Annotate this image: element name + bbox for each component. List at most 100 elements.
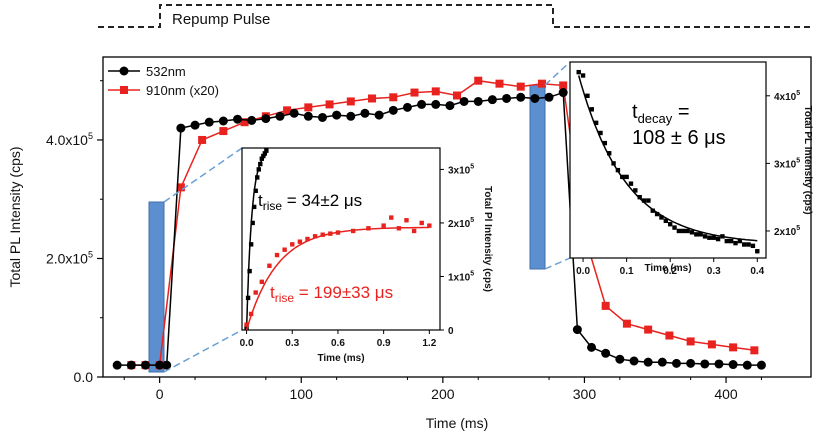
- main-y-tick-label: 0.0: [74, 369, 94, 385]
- decay-inset-data-point: [681, 228, 686, 234]
- rise-inset-data-point: [251, 204, 257, 210]
- data-point-532nm: [700, 359, 710, 369]
- decay-inset-data-point: [654, 211, 660, 217]
- rise-inset-data-point: [245, 295, 251, 301]
- main-y-tick-label-base: 4.0x10: [46, 132, 88, 148]
- data-point-532nm: [218, 116, 228, 126]
- rise-annotation-black-sub: rise: [263, 199, 283, 213]
- decay-inset-data-point: [685, 228, 690, 234]
- rise-inset-data-point: [258, 161, 263, 167]
- legend: 532nm 910nm (x20): [108, 64, 219, 98]
- decay-inset-data-point: [755, 249, 760, 254]
- data-point-910nm: [389, 93, 398, 102]
- rise-inset-data-point: [290, 242, 295, 247]
- data-point-532nm: [643, 357, 653, 367]
- decay-inset-series: [576, 69, 760, 254]
- decay-inset-y-tick-label-base: 4x10: [774, 92, 797, 103]
- rise-inset-data-point: [404, 218, 409, 223]
- rise-annotation-red-sub: rise: [275, 291, 295, 305]
- main-x-tick-label: 300: [573, 386, 597, 402]
- data-point-532nm: [112, 360, 122, 370]
- data-point-532nm: [275, 111, 285, 121]
- rise-inset-x-tick-label: 0.6: [331, 338, 345, 349]
- rise-inset-data-point: [253, 290, 258, 295]
- data-point-910nm: [325, 100, 334, 109]
- rise-inset-data-point: [350, 228, 356, 234]
- decay-inset-data-point: [689, 230, 695, 235]
- decay-connector-top: [544, 61, 571, 86]
- data-point-532nm: [572, 325, 582, 335]
- rise-connector-top: [163, 147, 243, 203]
- data-point-910nm: [198, 135, 207, 144]
- decay-inset-data-point: [598, 130, 603, 136]
- rise-inset-data-point: [248, 311, 254, 317]
- decay-inset-data-point: [698, 232, 703, 237]
- rise-inset-y-tick-label-base: 2x10: [448, 219, 471, 230]
- data-point-910nm: [622, 319, 631, 328]
- decay-inset-data-point: [702, 234, 708, 239]
- rise-connector-bottom: [163, 329, 243, 373]
- legend-marker-910nm: [120, 86, 128, 94]
- data-point-532nm: [162, 360, 172, 370]
- main-y-tick-label-base: 2.0x10: [46, 250, 88, 266]
- decay-inset-data-point: [742, 242, 747, 247]
- data-point-532nm: [516, 92, 526, 102]
- rise-inset-data-point: [274, 252, 280, 258]
- rise-inset-y-tick-label-base: 3x10: [448, 165, 471, 176]
- rise-highlight-bar: [148, 201, 165, 373]
- decay-inset-data-point: [737, 238, 743, 244]
- decay-inset-data-point: [733, 240, 738, 246]
- rise-inset-data-point: [411, 228, 417, 234]
- decay-inset-data-point: [624, 174, 629, 180]
- main-x-tick-label: 400: [714, 386, 738, 402]
- rise-inset-data-point: [267, 263, 272, 268]
- data-point-910nm: [495, 79, 504, 88]
- decay-inset-data-point: [576, 69, 581, 75]
- data-point-532nm: [431, 99, 441, 109]
- data-point-532nm: [233, 114, 243, 124]
- decay-inset-y-tick-label-exp: 5: [796, 225, 800, 232]
- data-point-910nm: [219, 127, 228, 136]
- rise-annotation-red: trise = 199±33 μs: [270, 283, 393, 305]
- data-point-910nm: [474, 76, 483, 85]
- pulse-timing-line: [98, 4, 810, 28]
- data-point-910nm: [410, 88, 419, 97]
- decay-inset-x-tick-label: 0.0: [576, 266, 590, 277]
- rise-inset-data-point: [312, 234, 318, 239]
- main-y-tick-label: 2.0x105: [46, 249, 93, 266]
- decay-inset-y-tick-label-base: 2x10: [774, 227, 797, 238]
- data-point-532nm: [155, 360, 165, 370]
- main-x-tick-label: 0: [156, 386, 164, 402]
- decay-inset-data-point: [720, 234, 725, 239]
- rise-annotation-black: trise = 34±2 μs: [258, 191, 362, 213]
- data-point-532nm: [742, 360, 752, 370]
- decay-inset-data-point: [580, 73, 586, 78]
- decay-inset-y-tick-label: 4x105: [774, 90, 800, 103]
- main-x-axis-label: Time (ms): [426, 415, 488, 431]
- data-point-910nm: [368, 94, 377, 103]
- rise-inset-data-point: [259, 279, 264, 285]
- rise-inset-data-point: [335, 230, 341, 235]
- legend-label-910nm: 910nm (x20): [146, 83, 219, 98]
- decay-inset-x-tick-label: 0.1: [620, 266, 634, 277]
- rise-annotation-black-value: = 34±2 μs: [282, 191, 362, 210]
- data-point-910nm: [346, 97, 355, 106]
- decay-inset-x-tick-label: 0.3: [707, 266, 721, 277]
- data-point-532nm: [445, 101, 455, 111]
- data-point-532nm: [176, 123, 186, 133]
- data-point-532nm: [756, 360, 766, 370]
- rise-inset-data-point: [250, 220, 255, 226]
- data-point-910nm: [644, 325, 653, 334]
- data-point-910nm: [601, 301, 610, 310]
- rise-inset-y-tick-label-base: 0: [448, 326, 454, 337]
- decay-inset-y-tick-label: 2x105: [774, 225, 800, 238]
- decay-inset-data-point: [672, 225, 677, 230]
- decay-inset-data-point: [707, 235, 712, 240]
- rise-inset-y-tick-label-exp: 5: [470, 270, 474, 277]
- decay-connector-bottom: [544, 257, 571, 270]
- main-x-tick-label: 100: [290, 386, 314, 402]
